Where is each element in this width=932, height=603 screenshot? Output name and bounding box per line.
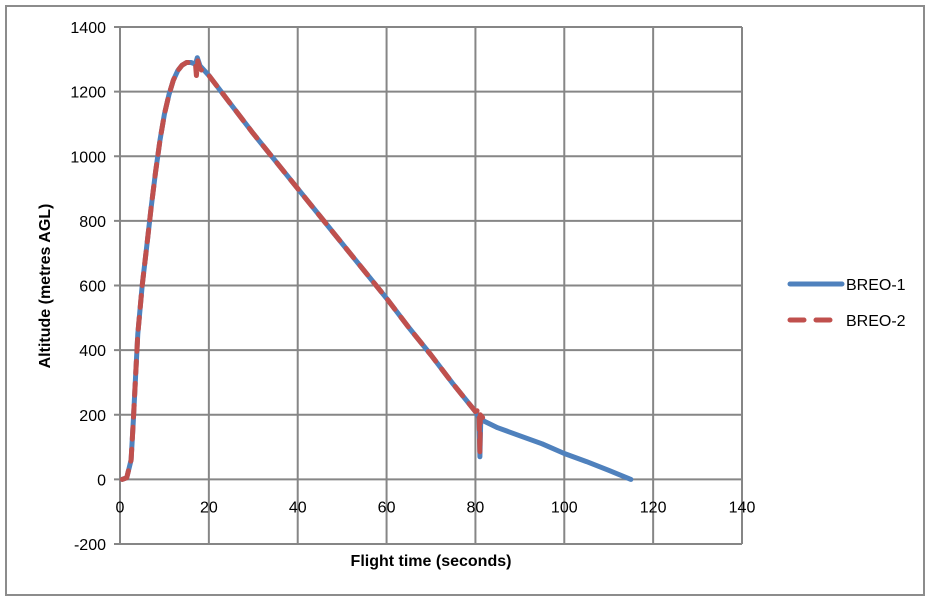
y-tick-label: 0 — [97, 472, 106, 489]
y-tick-label: 1000 — [70, 149, 106, 166]
legend-label: BREO-2 — [846, 313, 906, 330]
legend-item-breo-2: BREO-2 — [787, 313, 906, 330]
y-tick-label: 1200 — [70, 85, 106, 102]
y-tick-label: 1400 — [70, 20, 106, 37]
y-tick-label: 400 — [79, 343, 106, 360]
gridlines — [114, 26, 743, 545]
y-tick-label: 600 — [79, 279, 106, 296]
x-tick-label: 40 — [289, 499, 307, 516]
x-tick-label: 100 — [551, 499, 578, 516]
y-axis-title: Altitude (metres AGL) — [37, 204, 54, 369]
legend-label: BREO-1 — [846, 277, 906, 294]
y-axis-ticks: -200 0 200 400 600 800 1000 1200 1400 — [70, 20, 106, 554]
x-tick-label: 120 — [640, 499, 667, 516]
x-axis-ticks: 0 20 40 60 80 100 120 140 — [116, 499, 756, 516]
legend-item-breo-1: BREO-1 — [787, 277, 906, 294]
y-tick-label: 800 — [79, 214, 106, 231]
x-tick-label: 60 — [378, 499, 396, 516]
series-breo-1-line — [119, 55, 634, 482]
chart-frame — [5, 5, 925, 596]
y-tick-label: 200 — [79, 408, 106, 425]
x-tick-label: 140 — [729, 499, 756, 516]
series-breo-2-line — [119, 58, 487, 482]
x-tick-label: 20 — [200, 499, 218, 516]
legend: BREO-1 BREO-2 — [787, 277, 906, 330]
y-tick-label: -200 — [74, 537, 106, 554]
x-axis-title: Flight time (seconds) — [351, 553, 512, 570]
series-lines — [119, 55, 634, 482]
x-tick-label: 80 — [467, 499, 485, 516]
x-tick-label: 0 — [116, 499, 125, 516]
